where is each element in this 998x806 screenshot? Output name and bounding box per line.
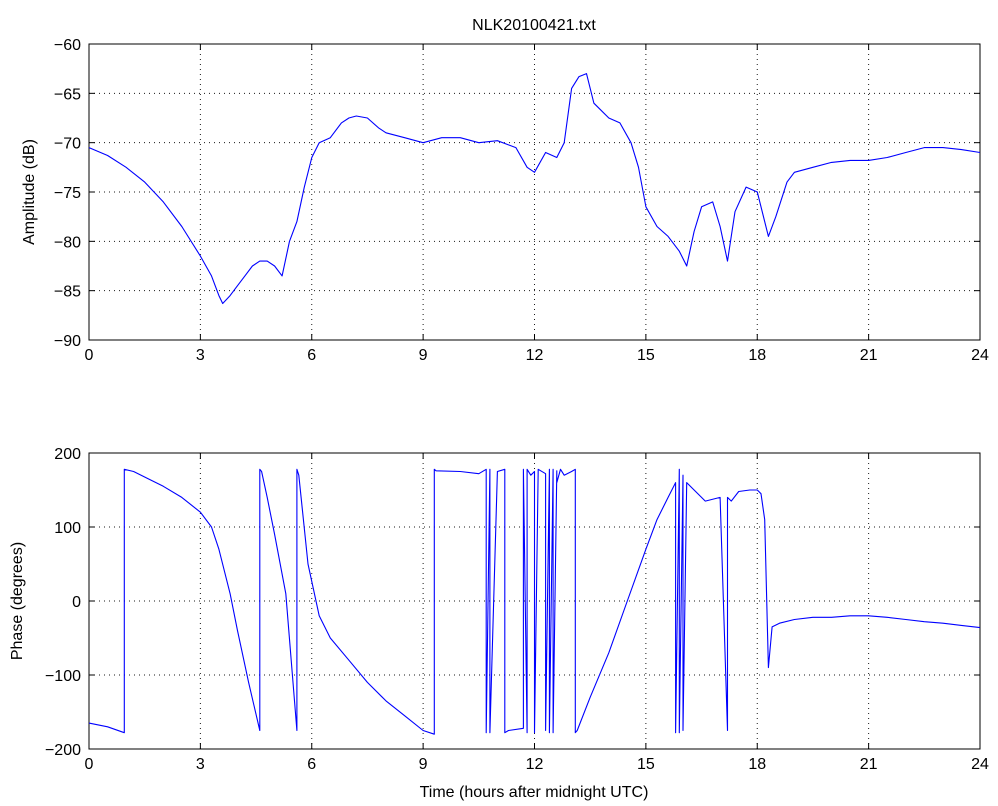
amplitude-y-tick-label: −70	[54, 136, 81, 153]
amplitude-y-axis-label: Amplitude (dB)	[21, 139, 38, 245]
phase-panel: 0 3 6 9 12 15 18 21 24 −200 −100 0 100 200 Phase (deg…	[9, 446, 989, 801]
amplitude-x-tick-label: 0	[85, 347, 94, 364]
phase-series	[88, 468, 981, 735]
amplitude-x-tick-label: 12	[526, 347, 544, 364]
amplitude-y-tick-label: −60	[54, 37, 81, 54]
phase-x-axis-label: Time (hours after midnight UTC)	[420, 784, 649, 801]
phase-y-tick-label: 200	[54, 446, 81, 463]
amplitude-grid	[89, 44, 980, 340]
phase-x-tick-label: 9	[419, 756, 428, 773]
amplitude-series	[88, 73, 981, 305]
phase-x-tick-label: 18	[748, 756, 766, 773]
phase-x-tick-label: 12	[526, 756, 544, 773]
phase-x-tick-label: 0	[85, 756, 94, 773]
phase-ticks: 0 3 6 9 12 15 18 21 24 −200 −100 0 100 200	[45, 446, 989, 773]
amplitude-x-tick-label: 15	[637, 347, 655, 364]
chart-title: NLK20100421.txt	[472, 17, 596, 34]
phase-x-tick-label: 21	[860, 756, 878, 773]
amplitude-x-tick-label: 18	[748, 347, 766, 364]
phase-x-tick-label: 6	[307, 756, 316, 773]
amplitude-y-tick-label: −65	[54, 86, 81, 103]
amplitude-y-tick-label: −85	[54, 284, 81, 301]
phase-y-axis-label: Phase (degrees)	[9, 542, 26, 660]
amplitude-panel: NLK20100421.txt 0 3 6 9 12 15 18 21 24 −90 −85 −80 −…	[21, 17, 989, 364]
amplitude-y-tick-label: −90	[54, 333, 81, 350]
phase-y-tick-label: −200	[45, 742, 81, 759]
amplitude-y-tick-label: −80	[54, 234, 81, 251]
phase-x-tick-label: 3	[196, 756, 205, 773]
amplitude-x-tick-label: 24	[971, 347, 989, 364]
amplitude-series-line	[88, 73, 981, 305]
phase-x-tick-label: 24	[971, 756, 989, 773]
phase-y-tick-label: 100	[54, 520, 81, 537]
phase-series-line	[88, 468, 981, 735]
amplitude-x-tick-label: 9	[419, 347, 428, 364]
amplitude-x-tick-label: 3	[196, 347, 205, 364]
phase-y-tick-label: 0	[72, 594, 81, 611]
amplitude-y-tick-label: −75	[54, 185, 81, 202]
amplitude-x-tick-label: 21	[860, 347, 878, 364]
phase-y-tick-label: −100	[45, 668, 81, 685]
amplitude-ticks: 0 3 6 9 12 15 18 21 24 −90 −85 −80 −75 −70 −65 −60	[54, 37, 989, 364]
phase-x-tick-label: 15	[637, 756, 655, 773]
amplitude-x-tick-label: 6	[307, 347, 316, 364]
